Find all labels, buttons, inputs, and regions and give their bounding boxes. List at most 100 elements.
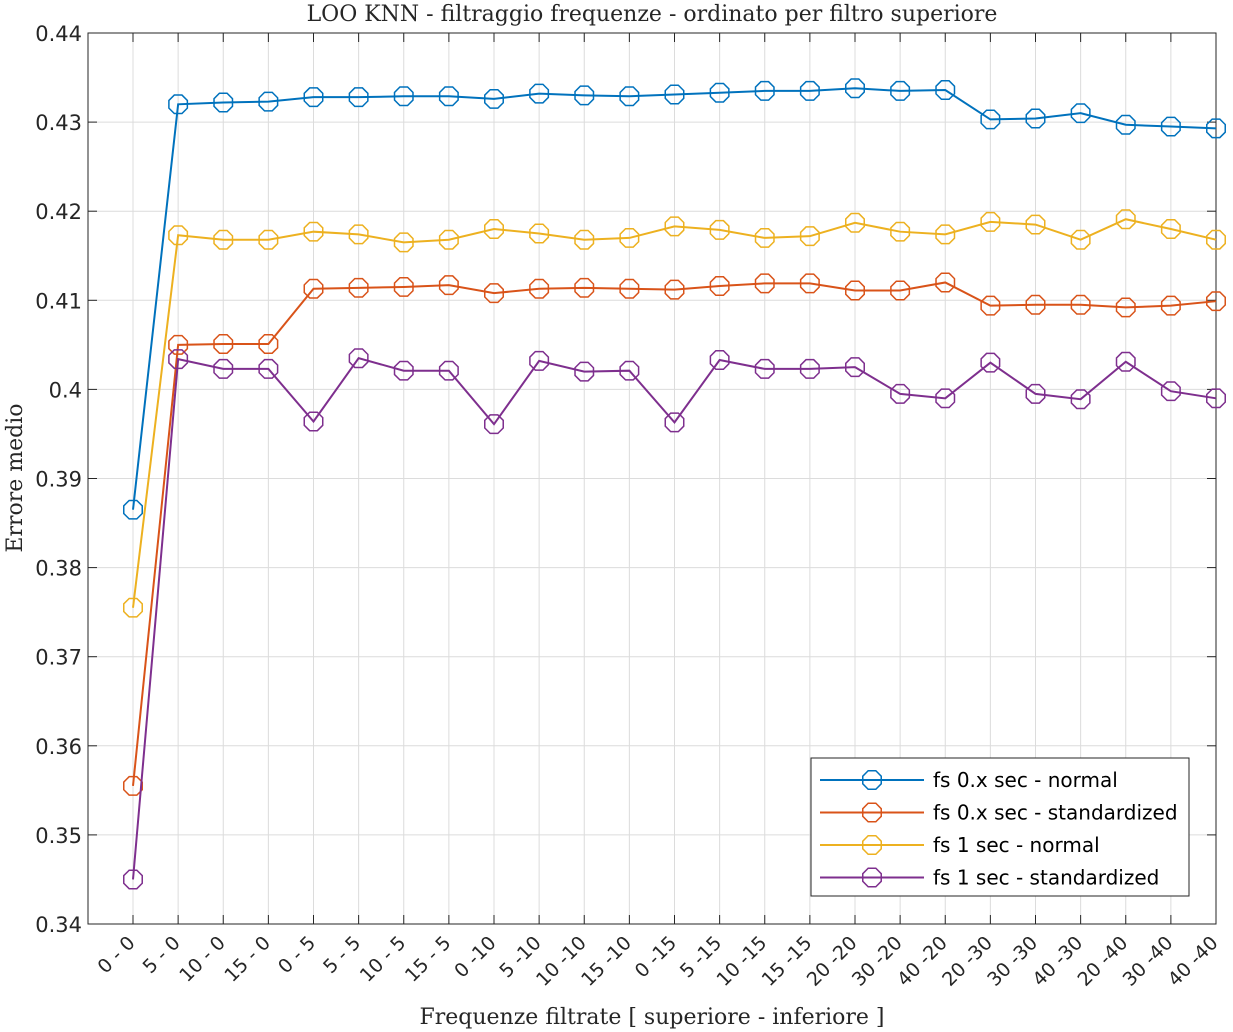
x-tick-label: 40 -20 (893, 932, 952, 991)
data-point (935, 224, 956, 245)
legend-marker (862, 867, 882, 888)
data-point (754, 273, 775, 294)
x-tick-label: 10 - 5 (356, 932, 411, 987)
data-point (619, 278, 640, 299)
data-point (213, 92, 234, 113)
series-2 (123, 272, 1226, 796)
data-point (529, 350, 550, 371)
legend-entries: fs 0.x sec - normal fs 0.x sec - standard… (820, 768, 1178, 890)
x-tick-label: 20 -20 (803, 932, 862, 991)
data-point (574, 277, 595, 298)
data-point (1115, 209, 1136, 230)
data-point (754, 227, 775, 248)
data-point (1025, 294, 1046, 315)
x-tick-label: 15 - 0 (220, 932, 275, 987)
y-tick-label: 0.39 (35, 468, 82, 492)
data-point (890, 280, 911, 301)
data-point (258, 91, 279, 112)
data-point (664, 84, 685, 105)
data-point (890, 221, 911, 242)
data-point (799, 226, 820, 247)
data-point (393, 276, 414, 297)
data-point (168, 334, 189, 355)
data-point (213, 333, 234, 354)
data-point (980, 109, 1001, 130)
legend-label: fs 1 sec - standardized (933, 866, 1159, 890)
data-point (348, 348, 369, 369)
y-tick-label: 0.41 (35, 289, 82, 313)
data-point (1160, 219, 1181, 240)
data-point (1070, 294, 1091, 315)
data-point (393, 232, 414, 253)
y-tick-label: 0.37 (35, 646, 82, 670)
data-point (213, 358, 234, 379)
data-point (935, 80, 956, 101)
data-point (664, 216, 685, 237)
legend-marker (862, 770, 882, 790)
data-point (1160, 295, 1181, 316)
data-point (709, 82, 730, 103)
legend-marker (862, 802, 882, 823)
data-point (619, 227, 640, 248)
data-point (123, 869, 143, 890)
data-point (258, 229, 279, 250)
data-point (1115, 351, 1136, 372)
data-point (484, 283, 504, 304)
legend-entry: fs 1 sec - normal (820, 833, 1100, 857)
data-point (1025, 383, 1046, 404)
data-point (890, 383, 911, 404)
data-point (619, 360, 640, 381)
data-point (1070, 389, 1091, 410)
data-point (438, 229, 459, 250)
data-point (393, 360, 414, 381)
x-tick-label: 30 -40 (1119, 932, 1178, 991)
y-tick-label: 0.43 (35, 111, 82, 135)
data-point (754, 80, 775, 101)
data-point (845, 212, 865, 233)
series-line (132, 357, 1217, 880)
data-point (484, 88, 504, 109)
y-tick-label: 0.34 (35, 913, 82, 937)
y-axis-label: Errore medio (3, 403, 28, 552)
data-point (845, 357, 865, 378)
data-point (754, 358, 775, 379)
data-point (799, 80, 820, 101)
y-tick-label: 0.36 (35, 735, 82, 759)
data-point (438, 86, 459, 107)
data-point (529, 223, 550, 244)
x-tick-label: 30 -30 (983, 932, 1042, 991)
legend-entry: fs 1 sec - standardized (820, 866, 1159, 890)
y-tick-label: 0.38 (35, 557, 82, 581)
data-point (303, 87, 324, 108)
legend-label: fs 0.x sec - standardized (933, 801, 1178, 825)
legend-marker (862, 835, 882, 855)
data-point (845, 78, 865, 99)
y-tick-label: 0.4 (49, 378, 82, 402)
data-point (303, 221, 324, 242)
data-point (799, 358, 820, 379)
data-point (438, 360, 459, 381)
data-point (1206, 229, 1226, 250)
data-point (664, 279, 685, 300)
data-point (348, 87, 369, 108)
data-point (348, 224, 369, 245)
data-point (1160, 116, 1181, 137)
x-axis-label: Frequenze filtrate [ superiore - inferio… (419, 1005, 884, 1030)
data-point (574, 229, 595, 250)
data-point (574, 85, 595, 106)
x-tick-label: 20 -40 (1073, 932, 1132, 991)
data-point (1206, 118, 1226, 139)
data-point (935, 272, 956, 293)
series-3 (123, 209, 1226, 618)
data-point (574, 361, 595, 382)
x-tick-label: 15 -10 (577, 932, 636, 991)
series-line (132, 218, 1217, 608)
x-tick-label: 0 - 5 (274, 932, 320, 978)
data-point (1115, 114, 1136, 135)
x-tick-label: 15 -15 (758, 932, 817, 991)
data-point (709, 219, 730, 240)
series-4 (123, 348, 1226, 890)
legend-label: fs 1 sec - normal (933, 833, 1100, 857)
data-point (484, 414, 504, 435)
